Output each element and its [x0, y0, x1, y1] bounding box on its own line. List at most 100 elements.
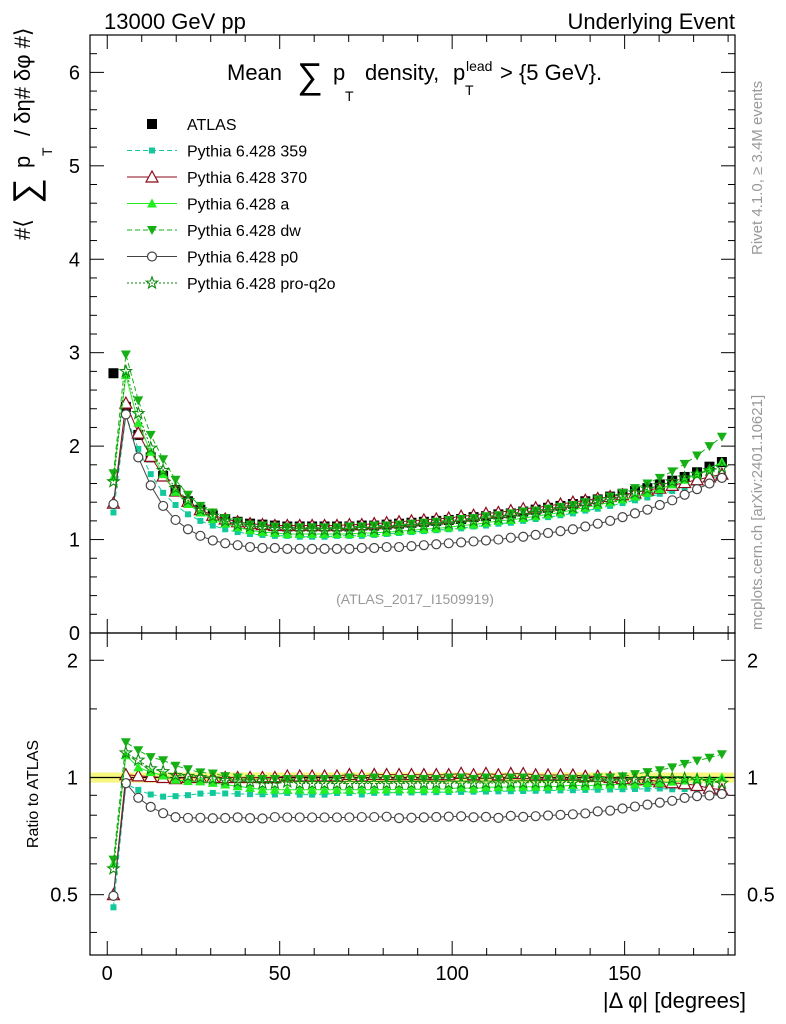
- point-pq2o: [453, 515, 469, 529]
- ratio-point-pdw: [170, 761, 181, 771]
- point-pdw: [369, 521, 380, 531]
- ratio-point-pp0: [493, 812, 504, 823]
- ratio-point-pp0: [518, 811, 529, 822]
- ratio-point-pp0: [629, 801, 641, 812]
- point-pq2o: [205, 508, 220, 523]
- ratio-point-pdw: [319, 774, 330, 784]
- point-pq2o: [155, 462, 171, 477]
- ratio-point-pq2o: [665, 770, 680, 785]
- point-pq2o: [404, 518, 419, 533]
- point-pdw: [344, 522, 355, 532]
- legend: ATLAS Pythia 6.428 359 Pythia 6.428 370 Pyt…: [127, 117, 336, 293]
- point-pa: [431, 523, 442, 533]
- point-pq2o: [106, 473, 121, 488]
- ratio-point-p359: [172, 793, 179, 800]
- point-pp0: [319, 543, 330, 555]
- ratio-point-pdw: [245, 774, 256, 784]
- ratio-point-pq2o: [429, 775, 444, 790]
- ratio-point-p359: [520, 788, 527, 795]
- ratio-point-pp0: [617, 803, 628, 814]
- point-pp0: [505, 532, 516, 543]
- point-pp0: [716, 472, 727, 483]
- point-pq2o: [131, 405, 146, 420]
- point-pq2o: [118, 363, 134, 378]
- ratio-point-pp0: [108, 890, 119, 902]
- point-pp0: [629, 508, 641, 519]
- point-pa: [468, 519, 479, 529]
- point-pq2o: [379, 520, 394, 535]
- ratio-tick-label: 1: [747, 767, 758, 789]
- ratio-point-pp0: [170, 812, 181, 823]
- ratio-point-pdw: [530, 774, 541, 784]
- ratio-point-pdw: [331, 774, 342, 784]
- title-rest: density,: [365, 60, 439, 85]
- point-pq2o: [342, 522, 357, 537]
- point-pa: [642, 487, 653, 497]
- ratio-point-pp0: [642, 799, 653, 810]
- point-pp0: [207, 535, 218, 546]
- y-tick-label: 5: [69, 156, 80, 178]
- ratio-point-pq2o: [280, 774, 295, 789]
- ratio-point-pdw: [716, 750, 727, 760]
- point-pp0: [406, 541, 417, 552]
- ratio-point-p359: [147, 791, 154, 798]
- ratio-point-pq2o: [255, 775, 270, 790]
- ratio-point-pa: [369, 784, 380, 794]
- point-pq2o: [516, 507, 531, 522]
- point-pdw: [493, 511, 504, 521]
- point-pa: [654, 484, 665, 494]
- ratio-point-pa: [406, 784, 417, 794]
- ratio-point-p359: [482, 788, 489, 795]
- point-p370: [143, 449, 158, 463]
- legend-label-pp0: Pythia 6.428 p0: [187, 250, 298, 267]
- ratio-point-pdw: [406, 774, 417, 784]
- point-pp0: [220, 538, 231, 549]
- point-pq2o: [280, 521, 295, 536]
- legend-marker-atlas: [147, 119, 157, 129]
- ratio-point-pp0: [530, 811, 541, 822]
- point-pp0: [108, 498, 119, 510]
- ratio-series-pq2o: [106, 745, 730, 875]
- ratio-point-pq2o: [528, 775, 543, 789]
- point-pdw: [567, 500, 578, 510]
- ratio-point-pp0: [480, 811, 492, 823]
- ratio-point-pq2o: [193, 769, 208, 784]
- ratio-point-pdw: [269, 774, 280, 784]
- point-pp0: [605, 515, 616, 526]
- point-pp0: [331, 543, 343, 555]
- ratio-point-pp0: [220, 812, 231, 824]
- point-pp0: [232, 540, 243, 551]
- point-pdw: [170, 475, 181, 485]
- ratio-point-pq2o: [354, 775, 369, 790]
- ratio-point-pdw: [679, 759, 690, 769]
- ratio-point-p359: [619, 786, 626, 793]
- ratio-tick-label: 2: [67, 650, 78, 672]
- point-pq2o: [665, 473, 680, 488]
- series-pp0: [108, 409, 727, 555]
- ratio-point-pq2o: [404, 775, 419, 790]
- point-pp0: [555, 526, 566, 537]
- point-pp0: [195, 530, 206, 541]
- ratio-point-pp0: [393, 813, 405, 824]
- ratio-point-pa: [456, 782, 467, 792]
- point-pp0: [418, 540, 429, 551]
- point-pdw: [617, 488, 628, 498]
- point-pq2o: [230, 516, 245, 531]
- legend-marker-p359: [149, 147, 155, 154]
- legend-label-pq2o: Pythia 6.428 pro-q2o: [187, 276, 336, 293]
- point-pp0: [282, 543, 293, 555]
- main-series: [106, 350, 730, 555]
- point-pa: [307, 528, 318, 538]
- point-pa: [257, 527, 268, 537]
- ratio-point-pa: [220, 779, 231, 789]
- point-pp0: [244, 541, 256, 553]
- point-pp0: [542, 527, 554, 539]
- point-pa: [133, 417, 144, 427]
- ratio-plot: 0 50 100 150 0.5 0.5 1 1 2 2: [50, 632, 775, 985]
- ratio-point-pq2o: [478, 775, 494, 790]
- ratio-point-pdw: [418, 774, 429, 784]
- legend-label-pa: Pythia 6.428 a: [187, 197, 289, 214]
- title-main: Mean: [227, 60, 282, 85]
- point-pdw: [220, 514, 231, 524]
- point-pq2o: [329, 522, 345, 537]
